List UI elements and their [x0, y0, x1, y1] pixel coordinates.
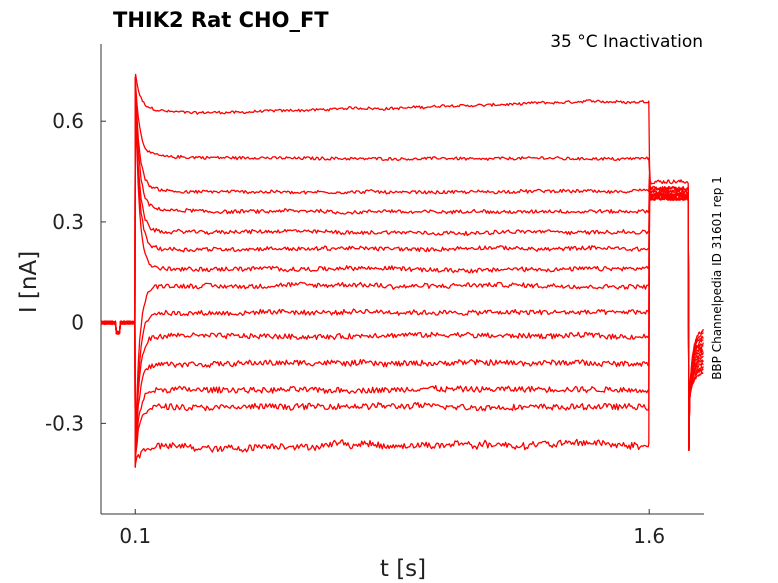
current-trace — [100, 187, 704, 468]
ticks: 0.6 0.3 0 -0.3 0.1 1.6 — [45, 109, 665, 548]
current-trace — [100, 76, 704, 451]
current-trace — [100, 186, 704, 468]
current-trace — [100, 76, 704, 451]
y-tick-label: -0.3 — [45, 411, 84, 435]
y-tick-label: 0.3 — [52, 210, 84, 234]
current-trace — [100, 191, 704, 468]
traces — [100, 73, 704, 468]
current-trace — [100, 76, 704, 451]
source-note: BBP Channelpedia ID 31601 rep 1 — [710, 176, 724, 380]
y-tick-label: 0 — [71, 311, 84, 335]
current-trace — [100, 192, 704, 468]
current-trace — [100, 76, 704, 451]
current-trace — [100, 76, 704, 451]
y-axis-label: I [nA] — [16, 251, 42, 313]
x-axis-label: t [s] — [380, 556, 426, 582]
x-tick-label: 0.1 — [119, 524, 151, 548]
y-tick-label: 0.6 — [52, 109, 84, 133]
chart-title: THIK2 Rat CHO_FT — [113, 8, 329, 32]
axes — [100, 44, 704, 515]
current-trace — [100, 192, 704, 468]
current-trace — [100, 195, 704, 468]
x-tick-label: 1.6 — [633, 524, 665, 548]
current-trace — [100, 73, 704, 451]
current-trace — [100, 194, 704, 468]
current-trace — [100, 76, 704, 451]
chart-subtitle: 35 °C Inactivation — [550, 32, 703, 52]
